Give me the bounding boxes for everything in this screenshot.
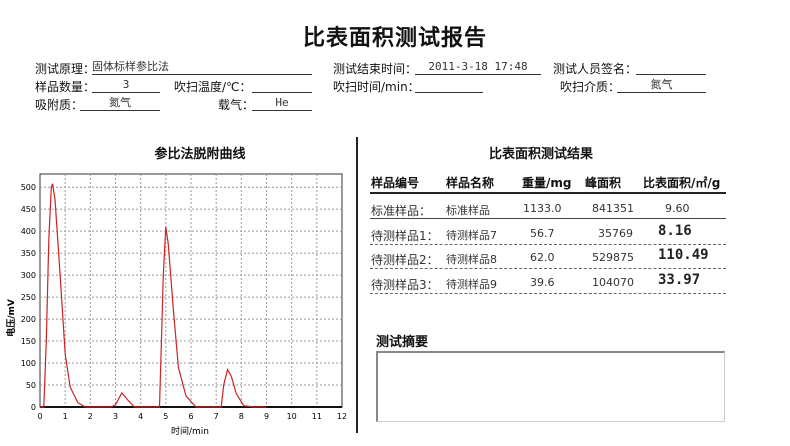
- cell-ssa: 8.16: [658, 223, 692, 239]
- cell-weight: 39.6: [530, 276, 555, 289]
- y-tick-label: 450: [21, 205, 36, 214]
- x-tick-label: 5: [163, 412, 168, 421]
- table-row: 标准样品： 标准样品 1133.0 841351 9.60: [370, 199, 726, 219]
- cell-ssa: 9.60: [665, 202, 690, 215]
- table-row: 待测样品2： 待测样品8 62.0 529875 110.49: [370, 247, 726, 269]
- y-tick-label: 250: [21, 293, 36, 302]
- x-tick-label: 12: [337, 412, 347, 421]
- adsorbate-field: 氮气: [80, 96, 160, 111]
- cell-ssa: 110.49: [658, 247, 709, 263]
- cell-weight: 56.7: [530, 227, 555, 240]
- purge-medium-label: 吹扫介质：: [560, 80, 621, 94]
- cell-id: 待测样品2：: [371, 253, 439, 267]
- purge-temp-label: 吹扫温度/℃：: [174, 80, 252, 94]
- cell-name: 标准样品: [446, 204, 490, 217]
- x-tick-label: 3: [113, 412, 118, 421]
- col-area: 峰面积: [585, 176, 622, 190]
- carrier-label: 载气：: [218, 98, 255, 112]
- x-tick-label: 10: [287, 412, 297, 421]
- purge-temp-field: [252, 78, 312, 93]
- purge-time-field: [415, 78, 483, 93]
- summary-box: [376, 351, 725, 422]
- desorption-chart: 0 1 2 3 4 5 6 7 8 9 10 11 12050100150200250300350400…: [5, 173, 347, 437]
- desorption-curve: [40, 183, 267, 408]
- header-rule: [370, 192, 726, 194]
- table-row: 待测样品1： 待测样品7 56.7 35769 8.16: [370, 223, 726, 245]
- purge-medium-field: 氮气: [617, 78, 706, 93]
- purge-time-label: 吹扫时间/min：: [333, 80, 420, 94]
- cell-weight: 1133.0: [523, 202, 562, 215]
- chart-title: 参比法脱附曲线: [154, 147, 246, 162]
- tester-field: [636, 60, 706, 75]
- col-weight: 重量/mg: [522, 176, 572, 190]
- y-tick-label: 300: [21, 271, 36, 280]
- report-title: 比表面积测试报告: [302, 26, 487, 51]
- table-row: 待测样品3： 待测样品9 39.6 104070 33.97: [370, 272, 726, 294]
- x-tick-label: 6: [188, 412, 193, 421]
- row-rule: [370, 218, 726, 219]
- x-tick-label: 7: [214, 412, 219, 421]
- cell-id: 待测样品3：: [371, 278, 439, 292]
- y-tick-label: 500: [21, 183, 36, 192]
- y-tick-label: 50: [26, 381, 36, 390]
- x-tick-label: 4: [138, 412, 143, 421]
- results-title: 比表面积测试结果: [488, 147, 593, 162]
- cell-weight: 62.0: [530, 251, 555, 264]
- y-axis-label: 电压/mV: [5, 299, 17, 337]
- cell-id: 待测样品1：: [371, 229, 439, 243]
- cell-name: 待测样品7: [446, 229, 497, 242]
- x-tick-label: 1: [63, 412, 68, 421]
- col-ssa: 比表面积/㎡/g: [643, 176, 721, 190]
- y-tick-label: 100: [21, 359, 36, 368]
- cell-name: 待测样品8: [446, 253, 497, 266]
- principle-field: 固体标样参比法: [92, 60, 312, 75]
- end-time-label: 测试结束时间：: [333, 62, 418, 76]
- carrier-field: He: [252, 96, 312, 111]
- cell-area: 841351: [592, 202, 634, 215]
- y-tick-label: 350: [21, 249, 36, 258]
- col-name: 样品名称: [446, 176, 495, 190]
- y-tick-label: 150: [21, 337, 36, 346]
- adsorbate-label: 吸附质：: [35, 98, 84, 112]
- x-axis-label: 时间/min: [171, 425, 209, 437]
- tester-label: 测试人员签名：: [553, 62, 638, 76]
- x-tick-label: 9: [264, 412, 269, 421]
- col-id: 样品编号: [371, 176, 420, 190]
- cell-ssa: 33.97: [658, 272, 701, 288]
- cell-area: 104070: [592, 276, 634, 289]
- sample-count-label: 样品数量：: [35, 80, 96, 94]
- x-tick-label: 0: [37, 412, 42, 421]
- y-tick-label: 200: [21, 315, 36, 324]
- cell-area: 529875: [592, 251, 634, 264]
- principle-label: 测试原理：: [35, 62, 96, 76]
- end-time-field: 2011-3-18 17:48: [415, 60, 541, 75]
- section-divider: [356, 137, 358, 433]
- x-tick-label: 11: [312, 412, 322, 421]
- cell-id: 标准样品：: [371, 204, 432, 218]
- y-tick-label: 0: [31, 403, 36, 412]
- y-tick-label: 400: [21, 227, 36, 236]
- cell-name: 待测样品9: [446, 278, 497, 291]
- sample-count-field: 3: [92, 78, 160, 93]
- cell-area: 35769: [598, 227, 633, 240]
- x-tick-label: 8: [239, 412, 244, 421]
- x-tick-label: 2: [88, 412, 93, 421]
- summary-title: 测试摘要: [376, 335, 429, 350]
